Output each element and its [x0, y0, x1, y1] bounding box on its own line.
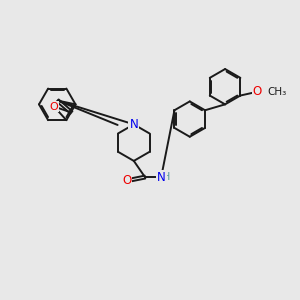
Text: CH₃: CH₃ [268, 87, 287, 97]
Text: O: O [122, 173, 131, 187]
Text: N: N [129, 118, 138, 131]
Text: H: H [162, 172, 171, 182]
Text: O: O [50, 102, 58, 112]
Text: O: O [253, 85, 262, 98]
Text: N: N [157, 171, 166, 184]
